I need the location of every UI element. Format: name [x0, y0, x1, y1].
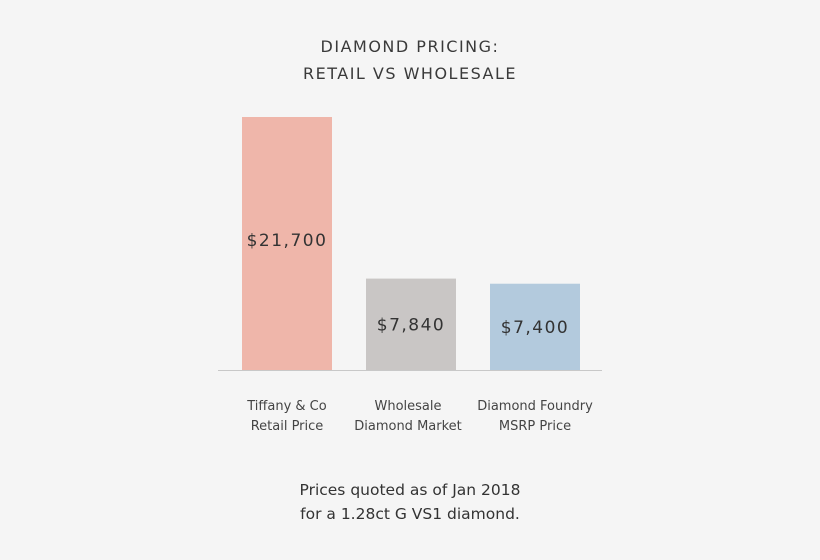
category-label-line: Diamond Market: [354, 419, 462, 434]
data-label-1: $7,840: [377, 315, 445, 335]
bar-0: [242, 117, 332, 370]
bar-1: [366, 278, 456, 370]
category-label-line: Tiffany & Co: [247, 399, 327, 414]
data-label-0: $21,700: [247, 231, 328, 251]
chart-title-line-2: RETAIL VS WHOLESALE: [303, 64, 517, 83]
category-label-line: Diamond Foundry: [477, 399, 593, 414]
data-label-2: $7,400: [501, 318, 569, 338]
bar-2: [490, 283, 580, 370]
chart-title-line-1: DIAMOND PRICING:: [320, 37, 500, 56]
category-label-wholesale: Wholesale Diamond Market: [338, 397, 478, 437]
category-label-tiffany: Tiffany & Co Retail Price: [217, 397, 357, 437]
category-label-line: MSRP Price: [498, 419, 572, 434]
category-label-line: Retail Price: [250, 419, 324, 434]
footnote-line-2: for a 1.28ct G VS1 diamond.: [300, 505, 520, 523]
footnote-line-1: Prices quoted as of Jan 2018: [299, 481, 521, 499]
category-label-line: Wholesale: [374, 399, 442, 414]
category-label-foundry: Diamond Foundry MSRP Price: [465, 397, 605, 437]
